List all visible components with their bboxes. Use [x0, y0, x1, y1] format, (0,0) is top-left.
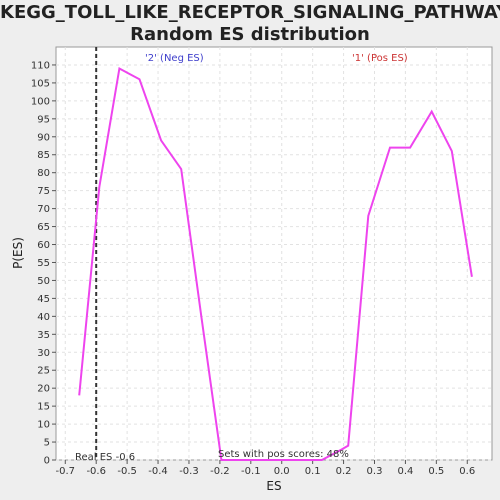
y-tick-label: 65: [37, 222, 50, 233]
x-tick-label: -0.3: [179, 466, 199, 477]
y-tick-label: 5: [44, 438, 50, 449]
y-tick-label: 85: [37, 150, 50, 161]
x-axis-ticks: -0.7 -0.6 -0.5 -0.4 -0.3 -0.2 -0.1 0.0 0.1 0.2 0.3…: [56, 460, 475, 477]
x-axis-label: ES: [266, 479, 281, 493]
y-tick-label: 80: [37, 168, 50, 179]
x-tick-label: -0.1: [241, 466, 261, 477]
x-tick-label: 0.2: [336, 466, 352, 477]
y-tick-label: 75: [37, 186, 50, 197]
x-tick-label: 0.4: [397, 466, 413, 477]
y-tick-label: 10: [37, 420, 50, 431]
y-tick-label: 40: [37, 312, 50, 323]
plot-area: [55, 46, 493, 461]
y-tick-label: 60: [37, 240, 50, 251]
x-tick-label: 0.0: [274, 466, 290, 477]
x-tick-label: -0.6: [86, 466, 106, 477]
x-tick-label: -0.5: [117, 466, 137, 477]
y-tick-label: 110: [31, 60, 50, 71]
y-tick-label: 90: [37, 132, 50, 143]
x-tick-label: 0.6: [459, 466, 475, 477]
y-tick-label: 105: [31, 78, 50, 89]
x-tick-label: 0.1: [305, 466, 321, 477]
pos-es-label: '1' (Pos ES): [352, 53, 408, 64]
real-es-annotation: Real ES -0.6: [75, 452, 135, 463]
y-tick-label: 25: [37, 366, 50, 377]
x-tick-label: -0.7: [56, 466, 76, 477]
x-tick-label: 0.5: [428, 466, 444, 477]
y-tick-label: 15: [37, 402, 50, 413]
y-axis-label: P(ES): [11, 237, 25, 269]
y-tick-label: 45: [37, 294, 50, 305]
y-tick-label: 20: [37, 384, 50, 395]
y-tick-label: 35: [37, 330, 50, 341]
x-tick-label: -0.4: [148, 466, 168, 477]
y-tick-label: 55: [37, 258, 50, 269]
series-line: [78, 66, 473, 461]
neg-es-label: '2' (Neg ES): [145, 53, 204, 64]
x-tick-label: 0.3: [367, 466, 383, 477]
y-tick-label: 100: [31, 96, 50, 107]
y-tick-label: 95: [37, 114, 50, 125]
y-axis-ticks: 0 5 10 15 20 25 30 35 40 45 50 55 60 65 70 75 80 85 90 95 10…: [31, 60, 56, 467]
y-tick-label: 0: [44, 456, 50, 467]
chart-title-line1: KEGG_TOLL_LIKE_RECEPTOR_SIGNALING_PATHWA…: [0, 2, 500, 23]
y-tick-label: 50: [37, 276, 50, 287]
x-tick-label: -0.2: [210, 466, 230, 477]
y-tick-label: 70: [37, 204, 50, 215]
y-tick-label: 30: [37, 348, 50, 359]
chart-title-line2: Random ES distribution: [130, 24, 370, 45]
pos-scores-annotation: Sets with pos scores: 48%: [218, 449, 349, 460]
